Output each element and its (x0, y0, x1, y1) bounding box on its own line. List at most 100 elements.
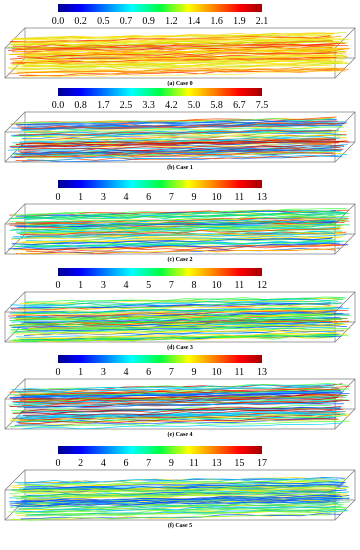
colorbar-tick-label: 1.4 (188, 16, 201, 27)
colorbar-tick-label: 2 (78, 458, 83, 469)
streamline (21, 505, 342, 513)
colorbar-tick-label: 0.5 (97, 16, 110, 27)
streamline (18, 418, 339, 424)
colorbar-tick-label: 4.2 (165, 100, 178, 111)
colorbar-tick-label: 15 (234, 458, 244, 469)
box-edge (4, 469, 26, 491)
colorbar-tick-label: 3 (101, 280, 106, 291)
streamline (20, 316, 341, 324)
streamline (13, 334, 334, 341)
streamline (9, 307, 350, 314)
streamline (22, 399, 343, 407)
streamline (26, 217, 347, 224)
streamline (13, 490, 334, 497)
streamline (17, 248, 338, 255)
streamline (12, 147, 333, 154)
box-edge (334, 27, 356, 49)
streamline (11, 513, 332, 521)
colorbar-tick-label: 3.3 (142, 100, 155, 111)
streamline (8, 48, 349, 55)
colorbar-tick-label: 0.2 (74, 16, 87, 27)
streamline (24, 144, 345, 151)
colorbar-tick-label: 7 (169, 192, 174, 203)
streamline (23, 408, 344, 416)
colorbar-tick-label: 0 (56, 367, 61, 378)
streamline (22, 236, 344, 243)
streamline (9, 327, 350, 334)
box-front (4, 311, 336, 343)
colorbar-tick-label: 1.9 (233, 16, 246, 27)
streamline (15, 476, 336, 483)
streamlines (8, 116, 350, 163)
streamline (16, 496, 337, 503)
streamline (11, 34, 332, 41)
box-edge (334, 57, 356, 79)
streamline (26, 244, 347, 253)
colorbar-tick-label: 9 (192, 192, 197, 203)
colorbar-tick-label: 0.9 (142, 16, 155, 27)
streamline (9, 420, 350, 427)
panel: 0 1 3 4 6 7 9 10 11 13(e) Case 4 (4, 355, 356, 438)
streamline (12, 314, 334, 322)
colorbar-tick-label: 0.0 (52, 16, 65, 27)
streamline (17, 332, 338, 339)
colorbar-tick-label: 0.8 (74, 100, 87, 111)
panel: 0.0 0.8 1.7 2.5 3.3 4.2 5.0 5.8 6.7 7.5 (b) Case 1 (4, 88, 356, 171)
colorbar-tick-label: 11 (235, 192, 245, 203)
streamline (15, 232, 336, 239)
streamline (16, 52, 337, 58)
streamline (17, 386, 338, 393)
colorbar-tick-label: 2.5 (120, 100, 133, 111)
box-edge (4, 203, 26, 225)
streamline (19, 297, 340, 305)
streamline (16, 119, 337, 126)
streamline (15, 209, 336, 217)
streamline (14, 419, 335, 426)
streamlines (8, 382, 350, 430)
streamline (9, 224, 350, 231)
colorbar-tick-label: 0 (56, 458, 61, 469)
colorbar (58, 268, 262, 276)
streamline (21, 390, 342, 397)
caption: (a) Case 0 (167, 80, 192, 87)
streamline (23, 55, 344, 62)
streamline (8, 242, 349, 250)
streamline (15, 506, 336, 513)
colorbar-tick-label: 6 (146, 367, 151, 378)
colorbar-tick-label: 5.8 (210, 100, 223, 111)
streamline (21, 317, 342, 325)
streamline (25, 481, 346, 488)
streamline (24, 67, 345, 73)
streamline (12, 408, 333, 415)
streamline (9, 140, 350, 148)
streamline (25, 213, 346, 221)
streamline (24, 391, 345, 398)
streamline (11, 209, 332, 216)
streamline (27, 153, 348, 161)
streamline (13, 117, 334, 124)
streamline (14, 399, 335, 406)
streamline (26, 478, 347, 487)
colorbar-tick-label: 4 (124, 280, 129, 291)
streamline (24, 479, 345, 486)
caption: (f) Case 5 (168, 522, 192, 529)
streamline (27, 329, 348, 336)
streamline (25, 508, 346, 516)
streamline (12, 396, 333, 404)
streamline (14, 486, 335, 493)
streamline (12, 321, 333, 329)
colorbar-tick-label: 11 (189, 458, 199, 469)
colorbar-tick-label: 11 (235, 367, 245, 378)
streamline (19, 128, 340, 136)
box-edge (334, 499, 356, 521)
streamline (27, 395, 348, 401)
colorbar-tick-label: 1.6 (210, 16, 223, 27)
colorbar-tick-label: 5.0 (188, 100, 201, 111)
caption: (c) Case 2 (168, 256, 193, 263)
streamline (26, 208, 347, 215)
streamline (10, 336, 331, 343)
colorbar-tick-label: 4 (124, 192, 129, 203)
colorbar (58, 4, 262, 12)
panel: 0 1 3 4 5 7 8 10 11 12 (d) Case 3 (4, 268, 356, 351)
